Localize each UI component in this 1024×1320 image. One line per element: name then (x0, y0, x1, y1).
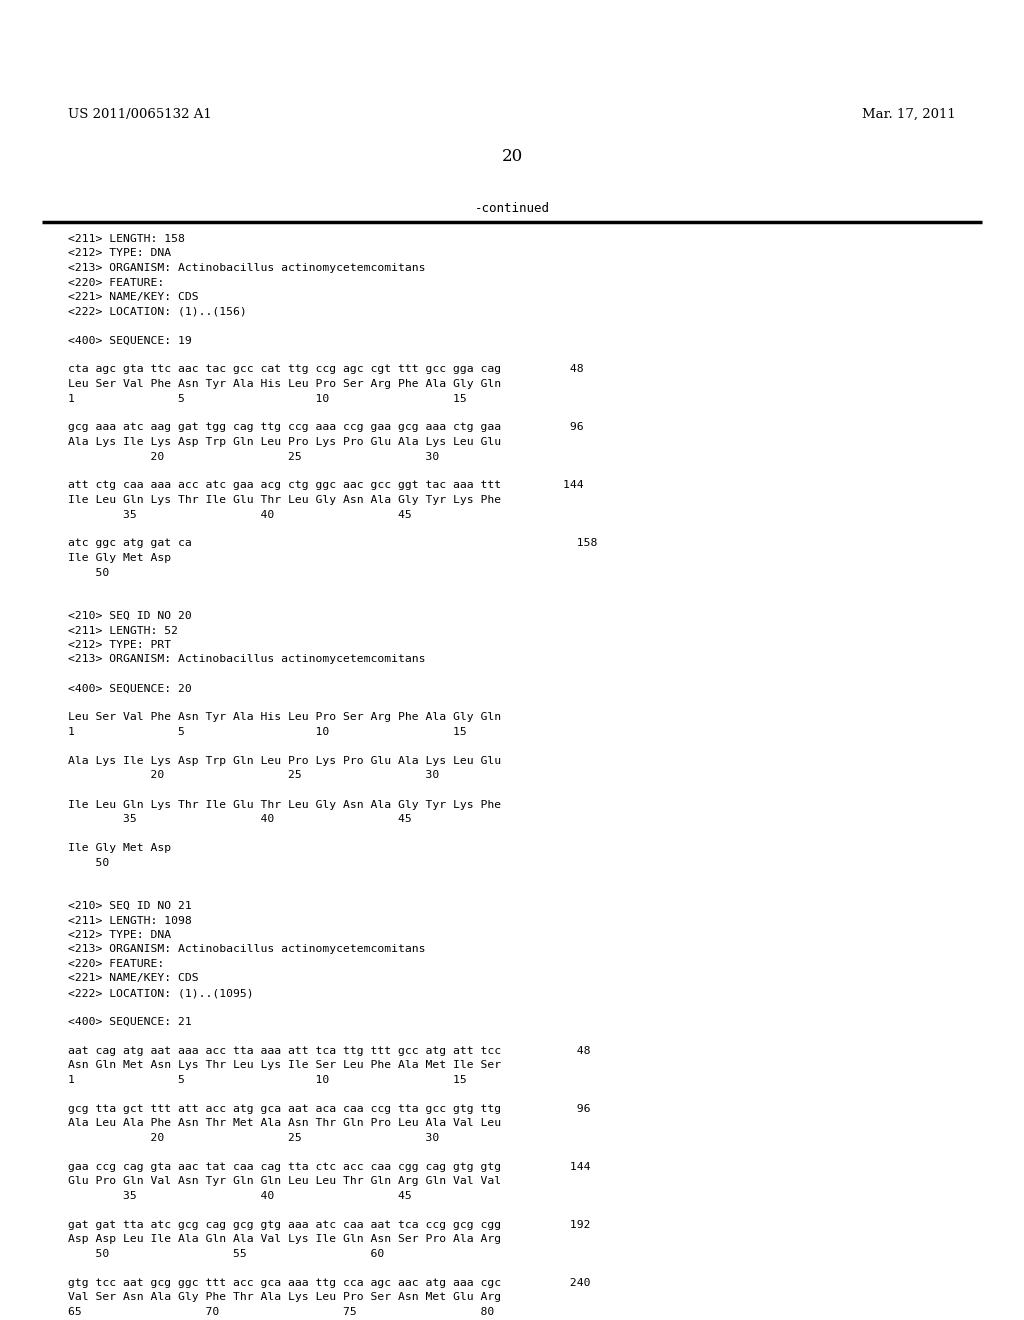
Text: 65                  70                  75                  80: 65 70 75 80 (68, 1307, 495, 1317)
Text: <400> SEQUENCE: 21: <400> SEQUENCE: 21 (68, 1016, 191, 1027)
Text: -continued: -continued (474, 202, 550, 215)
Text: Ala Leu Ala Phe Asn Thr Met Ala Asn Thr Gln Pro Leu Ala Val Leu: Ala Leu Ala Phe Asn Thr Met Ala Asn Thr … (68, 1118, 501, 1129)
Text: 35                  40                  45: 35 40 45 (68, 814, 412, 824)
Text: gcg aaa atc aag gat tgg cag ttg ccg aaa ccg gaa gcg aaa ctg gaa          96: gcg aaa atc aag gat tgg cag ttg ccg aaa … (68, 422, 584, 433)
Text: 35                  40                  45: 35 40 45 (68, 510, 412, 520)
Text: Ile Leu Gln Lys Thr Ile Glu Thr Leu Gly Asn Ala Gly Tyr Lys Phe: Ile Leu Gln Lys Thr Ile Glu Thr Leu Gly … (68, 495, 501, 506)
Text: <212> TYPE: PRT: <212> TYPE: PRT (68, 640, 171, 649)
Text: Leu Ser Val Phe Asn Tyr Ala His Leu Pro Ser Arg Phe Ala Gly Gln: Leu Ser Val Phe Asn Tyr Ala His Leu Pro … (68, 713, 501, 722)
Text: 1               5                   10                  15: 1 5 10 15 (68, 727, 467, 737)
Text: att ctg caa aaa acc atc gaa acg ctg ggc aac gcc ggt tac aaa ttt         144: att ctg caa aaa acc atc gaa acg ctg ggc … (68, 480, 584, 491)
Text: Asp Asp Leu Ile Ala Gln Ala Val Lys Ile Gln Asn Ser Pro Ala Arg: Asp Asp Leu Ile Ala Gln Ala Val Lys Ile … (68, 1234, 501, 1245)
Text: <211> LENGTH: 52: <211> LENGTH: 52 (68, 626, 178, 635)
Text: Ala Lys Ile Lys Asp Trp Gln Leu Pro Lys Pro Glu Ala Lys Leu Glu: Ala Lys Ile Lys Asp Trp Gln Leu Pro Lys … (68, 756, 501, 766)
Text: <221> NAME/KEY: CDS: <221> NAME/KEY: CDS (68, 292, 199, 302)
Text: <222> LOCATION: (1)..(1095): <222> LOCATION: (1)..(1095) (68, 987, 254, 998)
Text: gaa ccg cag gta aac tat caa cag tta ctc acc caa cgg cag gtg gtg          144: gaa ccg cag gta aac tat caa cag tta ctc … (68, 1162, 591, 1172)
Text: 20                  25                  30: 20 25 30 (68, 771, 439, 780)
Text: <220> FEATURE:: <220> FEATURE: (68, 960, 164, 969)
Text: <211> LENGTH: 1098: <211> LENGTH: 1098 (68, 916, 191, 925)
Text: <221> NAME/KEY: CDS: <221> NAME/KEY: CDS (68, 974, 199, 983)
Text: <220> FEATURE:: <220> FEATURE: (68, 277, 164, 288)
Text: Asn Gln Met Asn Lys Thr Leu Lys Ile Ser Leu Phe Ala Met Ile Ser: Asn Gln Met Asn Lys Thr Leu Lys Ile Ser … (68, 1060, 501, 1071)
Text: <211> LENGTH: 158: <211> LENGTH: 158 (68, 234, 185, 244)
Text: atc ggc atg gat ca                                                        158: atc ggc atg gat ca 158 (68, 539, 597, 549)
Text: aat cag atg aat aaa acc tta aaa att tca ttg ttt gcc atg att tcc           48: aat cag atg aat aaa acc tta aaa att tca … (68, 1045, 591, 1056)
Text: 20                  25                  30: 20 25 30 (68, 451, 439, 462)
Text: 20: 20 (502, 148, 522, 165)
Text: <400> SEQUENCE: 19: <400> SEQUENCE: 19 (68, 335, 191, 346)
Text: Mar. 17, 2011: Mar. 17, 2011 (862, 108, 956, 121)
Text: 50: 50 (68, 568, 110, 578)
Text: <213> ORGANISM: Actinobacillus actinomycetemcomitans: <213> ORGANISM: Actinobacillus actinomyc… (68, 655, 426, 664)
Text: <210> SEQ ID NO 21: <210> SEQ ID NO 21 (68, 902, 191, 911)
Text: 1               5                   10                  15: 1 5 10 15 (68, 393, 467, 404)
Text: 35                  40                  45: 35 40 45 (68, 1191, 412, 1201)
Text: <212> TYPE: DNA: <212> TYPE: DNA (68, 248, 171, 259)
Text: Ile Gly Met Asp: Ile Gly Met Asp (68, 843, 171, 853)
Text: 20                  25                  30: 20 25 30 (68, 1133, 439, 1143)
Text: gtg tcc aat gcg ggc ttt acc gca aaa ttg cca agc aac atg aaa cgc          240: gtg tcc aat gcg ggc ttt acc gca aaa ttg … (68, 1278, 591, 1288)
Text: 1               5                   10                  15: 1 5 10 15 (68, 1074, 467, 1085)
Text: Leu Ser Val Phe Asn Tyr Ala His Leu Pro Ser Arg Phe Ala Gly Gln: Leu Ser Val Phe Asn Tyr Ala His Leu Pro … (68, 379, 501, 389)
Text: 50: 50 (68, 858, 110, 867)
Text: Ala Lys Ile Lys Asp Trp Gln Leu Pro Lys Pro Glu Ala Lys Leu Glu: Ala Lys Ile Lys Asp Trp Gln Leu Pro Lys … (68, 437, 501, 447)
Text: gat gat tta atc gcg cag gcg gtg aaa atc caa aat tca ccg gcg cgg          192: gat gat tta atc gcg cag gcg gtg aaa atc … (68, 1220, 591, 1230)
Text: Ile Gly Met Asp: Ile Gly Met Asp (68, 553, 171, 564)
Text: <212> TYPE: DNA: <212> TYPE: DNA (68, 931, 171, 940)
Text: gcg tta gct ttt att acc atg gca aat aca caa ccg tta gcc gtg ttg           96: gcg tta gct ttt att acc atg gca aat aca … (68, 1104, 591, 1114)
Text: <210> SEQ ID NO 20: <210> SEQ ID NO 20 (68, 611, 191, 620)
Text: <213> ORGANISM: Actinobacillus actinomycetemcomitans: <213> ORGANISM: Actinobacillus actinomyc… (68, 945, 426, 954)
Text: <213> ORGANISM: Actinobacillus actinomycetemcomitans: <213> ORGANISM: Actinobacillus actinomyc… (68, 263, 426, 273)
Text: <400> SEQUENCE: 20: <400> SEQUENCE: 20 (68, 684, 191, 693)
Text: US 2011/0065132 A1: US 2011/0065132 A1 (68, 108, 212, 121)
Text: Glu Pro Gln Val Asn Tyr Gln Gln Leu Leu Thr Gln Arg Gln Val Val: Glu Pro Gln Val Asn Tyr Gln Gln Leu Leu … (68, 1176, 501, 1187)
Text: <222> LOCATION: (1)..(156): <222> LOCATION: (1)..(156) (68, 306, 247, 317)
Text: cta agc gta ttc aac tac gcc cat ttg ccg agc cgt ttt gcc gga cag          48: cta agc gta ttc aac tac gcc cat ttg ccg … (68, 364, 584, 375)
Text: Ile Leu Gln Lys Thr Ile Glu Thr Leu Gly Asn Ala Gly Tyr Lys Phe: Ile Leu Gln Lys Thr Ile Glu Thr Leu Gly … (68, 800, 501, 809)
Text: 50                  55                  60: 50 55 60 (68, 1249, 384, 1259)
Text: Val Ser Asn Ala Gly Phe Thr Ala Lys Leu Pro Ser Asn Met Glu Arg: Val Ser Asn Ala Gly Phe Thr Ala Lys Leu … (68, 1292, 501, 1303)
